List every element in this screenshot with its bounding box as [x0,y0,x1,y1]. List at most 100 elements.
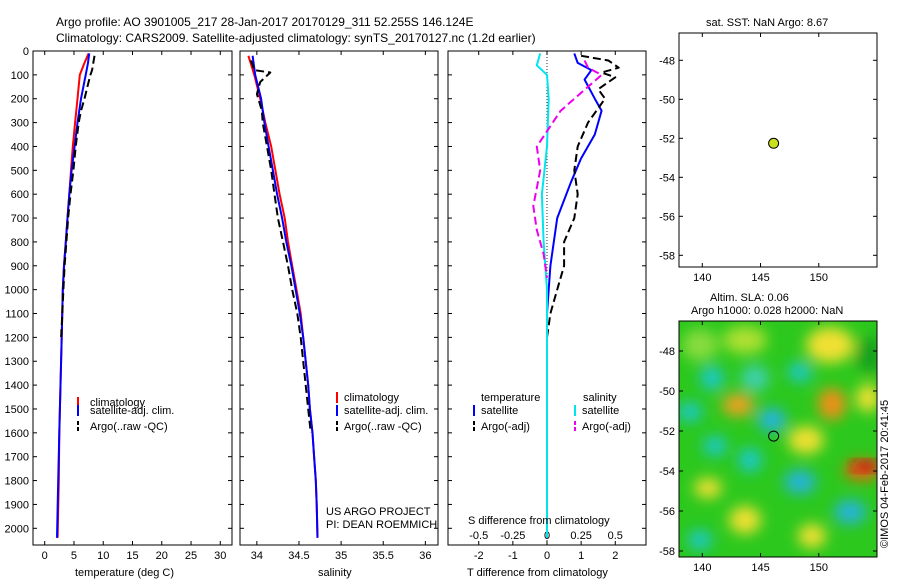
series-line [532,60,603,278]
x-tick-label: -2 [474,550,484,562]
y-tick-label: 900 [11,261,29,273]
legend-temperature-header: temperature [481,392,540,404]
y-tick-label: 1800 [5,476,29,488]
x-tick-label: 15 [126,550,138,562]
legend-sat-label: satellite-adj. clim. [344,405,428,417]
y-tick-label: 500 [11,165,29,177]
legend-salinity-header: salinity [583,392,617,404]
y-tick-label: 1700 [5,452,29,464]
x-tick-label: 140 [693,272,711,284]
y-tick-label: 600 [11,189,29,201]
y-tick-label: 1300 [5,356,29,368]
y-tick-label: 1000 [5,285,29,297]
y-tick-label: -48 [659,55,675,67]
x-tick-label: 34.5 [288,550,309,562]
y-tick-label: -52 [659,426,675,438]
x-tick-label: 2 [612,550,618,562]
sst-map-panel: sat. SST: NaN Argo: 8.67 140 145 150 -48 -50… [659,17,878,284]
sla-map-frame [678,320,878,558]
y-tick-label: 2000 [5,523,29,535]
s-difference-label: S difference from climatology [468,515,610,527]
salinity-lines [247,55,319,538]
legend-s-argo-label: Argo(-adj) [582,421,631,433]
x-tick-label: -1 [508,550,518,562]
y-tick-label: -48 [659,346,675,358]
sla-map-marks [768,430,780,442]
y-tick-label: 1900 [5,499,29,511]
temperature-legend: climatology satellite-adj. clim. Argo(..… [77,397,174,433]
y-tick-label: 400 [11,141,29,153]
x2-tick-label: -0.25 [500,530,525,542]
series-line [535,53,550,538]
series-line [247,55,319,538]
y-tick-label: 1500 [5,404,29,416]
legend-argo-label: Argo(..raw -QC) [344,421,422,433]
temperature-xlabel: temperature (deg C) [75,567,174,579]
series-line [251,55,319,538]
x-tick-label: 34 [251,550,263,562]
y-tick-label: -54 [659,466,675,478]
sla-title-1: Altim. SLA: 0.06 [710,292,789,304]
y-tick-label: 1400 [5,380,29,392]
temperature-lines [56,53,96,538]
x-tick-label: 20 [156,550,168,562]
y-tick-label: -58 [659,250,675,262]
x-tick-label: 35.5 [373,550,394,562]
sst-map-marks [768,137,780,149]
x-tick-label: 36 [419,550,431,562]
title-line-2: Climatology: CARS2009. Satellite-adjuste… [56,31,536,45]
y-tick-label: -54 [659,172,675,184]
x-tick-label: 30 [214,550,226,562]
temperature-ticks: 0 5 10 15 20 25 300100200300400500600700800900… [5,46,232,562]
series-line [60,55,96,338]
x-tick-label: 10 [97,550,109,562]
y-tick-label: 800 [11,237,29,249]
sla-title-2: Argo h1000: 0.028 h2000: NaN [691,305,843,317]
title-line-1: Argo profile: AO 3901005_217 28-Jan-2017… [56,15,473,29]
t-difference-label: T difference from climatology [467,567,608,579]
series-line [250,60,312,433]
x-tick-label: 1 [578,550,584,562]
x-tick-label: 0 [544,550,550,562]
legend-clim-label: climatology [344,392,400,404]
profile-location-marker [768,430,780,442]
y-tick-label: -56 [659,506,675,518]
y-tick-label: -50 [659,94,675,106]
sst-map-ticks: 140 145 150 -48 -50 -52 -54 -56 -58 [659,33,877,284]
sla-map-panel: Altim. SLA: 0.06 Argo h1000: 0.028 h2000… [659,292,891,574]
y-tick-label: 1100 [5,309,29,321]
temperature-panel: 0 5 10 15 20 25 300100200300400500600700800900… [5,46,233,579]
y-tick-label: -56 [659,211,675,223]
x2-tick-label: 0.5 [608,530,623,542]
legend-clim-label: climatology [90,397,146,409]
series-line [56,53,91,538]
sst-map-frame [678,32,878,268]
profile-location-marker [768,137,780,149]
difference-panel: -2 -1 0 1 2-0.5 -0.25 0 0.25 0.5 S difference fr… [447,50,647,579]
credit-line-1: US ARGO PROJECT [326,506,431,518]
legend-t-sat-label: satellite [481,405,518,417]
salinity-xlabel: salinity [318,567,352,579]
y-tick-label: 200 [11,94,29,106]
sst-title: sat. SST: NaN Argo: 8.67 [706,17,828,29]
y-tick-label: 300 [11,118,29,130]
legend-argo-label: Argo(..raw -QC) [90,421,168,433]
y-tick-label: -58 [659,546,675,558]
x-tick-label: 0 [42,550,48,562]
x2-tick-label: -0.5 [469,530,488,542]
credit-line-2: PI: DEAN ROEMMICH [326,519,437,531]
x-tick-label: 25 [185,550,197,562]
imos-label: ©IMOS 04-Feb-2017 20:41:45 [879,400,891,548]
legend-t-argo-label: Argo(-adj) [481,421,530,433]
y-tick-label: -52 [659,133,675,145]
legend-s-sat-label: satellite [582,405,619,417]
x-tick-label: 140 [693,562,711,574]
difference-legend: temperature salinity satellite Argo(-adj… [473,392,631,433]
x-tick-label: 35 [335,550,347,562]
x-tick-label: 150 [810,272,828,284]
salinity-legend: climatology satellite-adj. clim. Argo(..… [336,392,428,433]
x-tick-label: 150 [810,562,828,574]
y-tick-label: -50 [659,386,675,398]
salinity-ticks: 34 34.5 35 35.5 36 [240,50,438,562]
